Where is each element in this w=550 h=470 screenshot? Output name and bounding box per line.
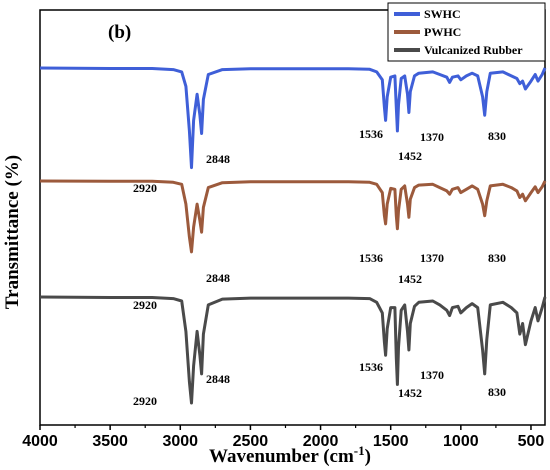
peak-label: 2848	[206, 152, 230, 166]
peak-label: 1452	[398, 149, 422, 163]
legend-label: SWHC	[424, 7, 461, 21]
peak-label: 830	[488, 251, 506, 265]
x-axis-title: Wavenumber (cm-1)	[209, 443, 371, 467]
peak-labels-layer: 2920 2848 1536 1452 1370 830 2920 2848 1536 1452 1…	[133, 127, 506, 408]
peak-label: 2920	[133, 298, 157, 312]
peak-label: 1536	[359, 360, 383, 374]
legend-label: PWHC	[424, 25, 461, 39]
x-tick-label: 3500	[92, 433, 128, 450]
series-line-vulcanized-rubber	[39, 295, 547, 405]
x-tick-label: 2500	[233, 433, 269, 450]
x-axis-title-superscript: -1	[354, 443, 365, 458]
peak-label: 1370	[420, 130, 444, 144]
peak-label: 1370	[420, 368, 444, 382]
plot-area	[39, 9, 546, 426]
x-tick-label: 1000	[443, 433, 479, 450]
y-axis-title: Transmittance (%)	[2, 155, 23, 309]
peak-label: 1452	[398, 272, 422, 286]
peak-label: 2920	[133, 394, 157, 408]
x-tick-label: 2000	[303, 433, 339, 450]
x-tick-label: 4000	[22, 433, 58, 450]
peak-label: 830	[488, 385, 506, 399]
series-line-swhc	[39, 66, 547, 170]
legend-label: Vulcanized Rubber	[424, 43, 523, 57]
x-tick-label: 500	[518, 433, 545, 450]
peak-label: 2848	[206, 372, 230, 386]
peak-label: 2848	[206, 271, 230, 285]
x-tick-label: 3000	[162, 433, 198, 450]
legend: SWHC PWHC Vulcanized Rubber	[387, 2, 546, 62]
plot-frame	[39, 9, 546, 426]
peak-label: 830	[488, 129, 506, 143]
x-axis-title-main: Wavenumber (cm	[209, 446, 354, 467]
series-line-pwhc	[39, 179, 547, 254]
peak-label: 1536	[359, 251, 383, 265]
peak-label: 1452	[398, 386, 422, 400]
peak-label: 2920	[133, 181, 157, 195]
panel-label: (b)	[108, 22, 131, 43]
x-tick-label: 1500	[373, 433, 409, 450]
series-layer	[39, 66, 547, 405]
x-axis: 4000 3500 3000 2500 2000 1500 1000 500	[22, 425, 544, 450]
x-axis-title-end: )	[365, 446, 371, 467]
peak-label: 1536	[359, 127, 383, 141]
peak-label: 1370	[420, 251, 444, 265]
